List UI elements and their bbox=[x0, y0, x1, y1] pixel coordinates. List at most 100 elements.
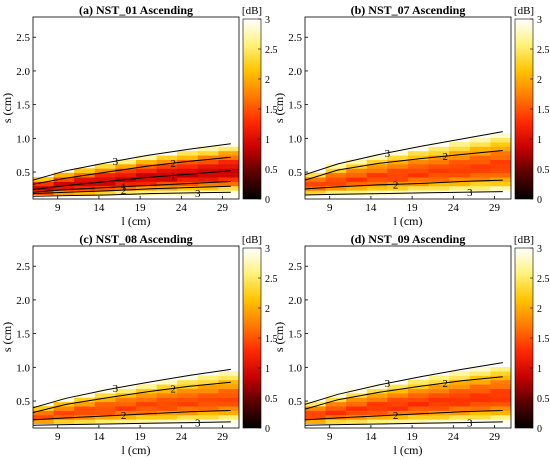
heatmap-cell bbox=[177, 414, 199, 420]
contour-lines: 2 2 3 3 bbox=[305, 362, 503, 428]
heatmap-cell bbox=[74, 410, 96, 416]
heatmap-cell bbox=[469, 414, 491, 420]
contour-3-upper bbox=[33, 143, 231, 181]
heatmap-cell bbox=[346, 185, 368, 191]
heatmap-cell bbox=[305, 181, 326, 187]
heatmap-cell bbox=[490, 397, 511, 403]
heatmap-cell bbox=[136, 172, 157, 178]
heatmap-cell bbox=[115, 159, 137, 165]
contour-lines: 2 2 3 3 bbox=[305, 131, 503, 199]
contour-label: 2 bbox=[170, 158, 176, 170]
heatmap-cell bbox=[218, 392, 239, 398]
heatmap-cell bbox=[366, 384, 388, 389]
heatmap-cell bbox=[366, 406, 388, 411]
heatmap-cell bbox=[156, 163, 178, 169]
heatmap-cell bbox=[346, 172, 368, 178]
heatmap-cell bbox=[449, 185, 471, 191]
colorbar-label: [dB] bbox=[242, 234, 262, 246]
heatmap-cell bbox=[387, 150, 409, 156]
heatmap-cell bbox=[156, 181, 178, 187]
heatmap-cell bbox=[115, 414, 137, 420]
colorbar-tick-label: 3 bbox=[265, 244, 270, 255]
heatmap-cell bbox=[136, 168, 157, 174]
heatmap-cell bbox=[387, 177, 409, 182]
heatmap-cell bbox=[408, 150, 429, 156]
y-axis-label: s (cm) bbox=[0, 93, 14, 123]
heatmap-cell bbox=[428, 168, 450, 174]
heatmap-cell bbox=[197, 406, 219, 411]
heatmap-cell bbox=[115, 163, 137, 169]
heatmap-cell bbox=[346, 159, 368, 165]
heatmap-cell bbox=[469, 177, 491, 182]
heatmap-cell bbox=[366, 401, 388, 407]
heatmap-cell bbox=[74, 401, 96, 407]
panel-title: (d) NST_09 Ascending bbox=[351, 232, 466, 246]
heatmap-cell bbox=[218, 172, 239, 178]
heatmap-cell bbox=[366, 155, 388, 160]
heatmap-cell bbox=[197, 384, 219, 389]
heatmap-cell bbox=[387, 410, 409, 416]
heatmap-cell bbox=[156, 388, 178, 394]
heatmap-cell bbox=[325, 397, 347, 403]
heatmap-cell bbox=[490, 159, 511, 165]
heatmap-cell bbox=[449, 388, 471, 394]
heatmap-cell bbox=[408, 163, 429, 169]
heatmap-cell bbox=[115, 419, 137, 425]
heatmap-cell bbox=[490, 150, 511, 156]
heatmap-cell bbox=[490, 388, 511, 394]
heatmap-cell bbox=[449, 375, 471, 381]
heatmap-cell bbox=[366, 163, 388, 169]
heatmap-cell bbox=[136, 181, 157, 187]
heatmap-cell bbox=[325, 177, 347, 182]
heatmap-cell bbox=[177, 172, 199, 178]
heatmap-cell bbox=[490, 133, 511, 139]
heatmap-cell bbox=[218, 163, 239, 169]
heatmap-cell bbox=[469, 406, 491, 411]
heatmap-cell bbox=[408, 172, 429, 178]
contour-label: 1 bbox=[170, 170, 176, 182]
heatmap-cell bbox=[156, 414, 178, 420]
contour-3-lower bbox=[305, 191, 503, 196]
x-tick-label: 19 bbox=[135, 202, 147, 214]
heatmap-cell bbox=[197, 401, 219, 407]
heatmap-cell bbox=[94, 172, 116, 178]
heatmap-cell bbox=[408, 177, 429, 182]
x-tick-label: 14 bbox=[93, 202, 105, 214]
colorbar-label: [dB] bbox=[514, 5, 534, 17]
heatmap-cell bbox=[428, 397, 450, 403]
x-tick-label: 14 bbox=[93, 431, 105, 443]
panel-title: (b) NST_07 Ascending bbox=[351, 3, 466, 17]
contour-2-lower bbox=[305, 410, 503, 421]
contour-1-lower bbox=[33, 181, 231, 193]
heatmap-cell bbox=[469, 375, 491, 381]
colorbar-tick-label: 1.5 bbox=[537, 334, 550, 345]
heatmap-cell bbox=[136, 177, 157, 182]
y-tick-label: 2.0 bbox=[288, 295, 302, 307]
heatmap-cell bbox=[449, 371, 471, 376]
heatmap-cell bbox=[218, 146, 239, 152]
x-tick-label: 24 bbox=[448, 202, 460, 214]
contour-label: 3 bbox=[113, 383, 119, 395]
y-axis-label: s (cm) bbox=[272, 93, 286, 123]
heatmap-cell bbox=[218, 177, 239, 182]
heatmap-cell bbox=[218, 185, 239, 191]
heatmap-cell bbox=[218, 375, 239, 381]
heatmap-cell bbox=[366, 181, 388, 187]
heatmap-cell bbox=[33, 190, 54, 196]
heatmap-cell bbox=[74, 419, 96, 425]
heatmap-cell bbox=[218, 388, 239, 394]
heatmap-cell bbox=[218, 406, 239, 411]
heatmap-cell bbox=[53, 410, 75, 416]
heatmap-cell bbox=[428, 177, 450, 182]
heatmap-cell bbox=[490, 146, 511, 152]
heatmap-cell bbox=[428, 392, 450, 398]
heatmap-cell bbox=[408, 419, 429, 425]
heatmap-cell bbox=[490, 163, 511, 169]
heatmap-cell bbox=[387, 384, 409, 389]
heatmap-cell bbox=[469, 159, 491, 165]
heatmap-cell bbox=[408, 410, 429, 416]
colorbar-tick-label: 0.5 bbox=[265, 165, 278, 176]
heatmap-cell bbox=[94, 163, 116, 169]
y-tick-label: 2.0 bbox=[16, 295, 30, 307]
heatmap-cell bbox=[53, 414, 75, 420]
